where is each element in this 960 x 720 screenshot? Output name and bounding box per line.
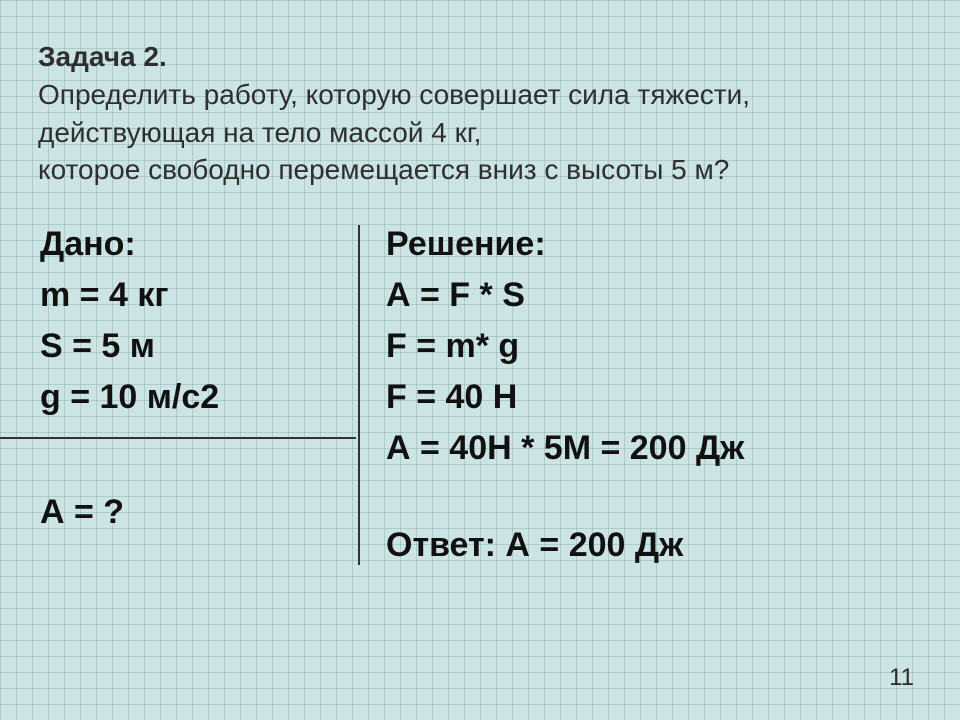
problem-line-3: которое свободно перемещается вниз с выс…: [38, 154, 729, 185]
given-m: m = 4 кг: [40, 270, 358, 321]
problem-line-2: действующая на тело массой 4 кг,: [38, 117, 481, 148]
solution-heading: Решение:: [386, 219, 744, 270]
equations: Решение: А = F * S F = m* g F = 40 Н А =…: [386, 219, 744, 474]
given-values: Дано: m = 4 кг S = 5 м g = 10 м/с2: [40, 219, 358, 423]
solution-block: Решение: А = F * S F = m* g F = 40 Н А =…: [360, 219, 744, 571]
eq-force-value: F = 40 Н: [386, 372, 744, 423]
page-number: 11: [889, 664, 914, 692]
given-g: g = 10 м/с2: [40, 372, 358, 423]
slide: Задача 2. Определить работу, которую сов…: [0, 0, 960, 720]
find-value: А = ?: [40, 487, 358, 538]
problem-line-1: Определить работу, которую совершает сил…: [38, 79, 750, 110]
given-s: S = 5 м: [40, 321, 358, 372]
content-columns: Дано: m = 4 кг S = 5 м g = 10 м/с2 А = ?…: [38, 219, 922, 571]
eq-force-formula: F = m* g: [386, 321, 744, 372]
horizontal-divider: [0, 437, 356, 439]
eq-work-value: А = 40Н * 5М = 200 Дж: [386, 423, 744, 474]
problem-statement: Задача 2. Определить работу, которую сов…: [38, 38, 922, 189]
problem-title: Задача 2.: [38, 41, 167, 72]
answer: Ответ: А = 200 Дж: [386, 520, 744, 571]
eq-work: А = F * S: [386, 270, 744, 321]
given-heading: Дано:: [40, 219, 358, 270]
given-block: Дано: m = 4 кг S = 5 м g = 10 м/с2 А = ?: [38, 219, 358, 538]
